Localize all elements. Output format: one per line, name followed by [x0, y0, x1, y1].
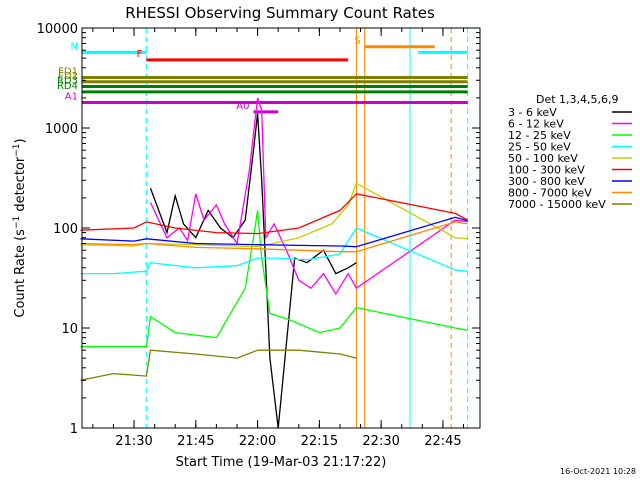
y-axis-label: Count Rate (s−1 detector−1): [12, 138, 28, 317]
y-tick-label: 10: [61, 322, 78, 337]
flag-label-rd3: RD3: [57, 76, 78, 87]
y-axis-label-exp2: −1: [12, 143, 22, 156]
series-line-12-25-kev: [80, 210, 468, 348]
y-axis-label-exp1: −1: [12, 216, 22, 229]
y-tick-label: 1: [70, 422, 78, 437]
flag-label-f: F: [137, 49, 143, 60]
series-line-3-6-kev: [149, 113, 357, 429]
x-tick-label: 22:30: [362, 434, 399, 449]
y-axis-label-mid: detector: [13, 156, 28, 216]
x-tick-label: 22:45: [424, 434, 461, 449]
x-tick-label: 22:15: [301, 434, 338, 449]
legend-title: Det 1,3,4,5,6,9: [536, 93, 619, 106]
chart-title: RHESSI Observing Summary Count Rates: [125, 4, 435, 22]
y-axis-label-main: Count Rate (s: [13, 229, 28, 318]
legend-label-7000-15000-kev: 7000 - 15000 keV: [508, 198, 606, 211]
x-tick-label: 21:45: [177, 434, 214, 449]
series-line-100-300-kev: [80, 193, 468, 235]
y-tick-label: 1000: [45, 122, 78, 137]
flag-label-n: N: [71, 41, 78, 52]
legend-label-100-300-kev: 100 - 300 keV: [508, 164, 585, 177]
flag-label-rd4: RD4: [57, 81, 78, 92]
y-tick-label: 10000: [37, 22, 78, 37]
legend-label-800-7000-kev: 800 - 7000 keV: [508, 187, 592, 200]
date-stamp: 16-Oct-2021 10:28: [560, 467, 636, 476]
legend-label-50-100-kev: 50 - 100 keV: [508, 152, 578, 165]
flag-label-fd1: FD1: [58, 66, 78, 77]
series-line-300-800-kev: [80, 216, 468, 248]
series-line-800-7000-kev: [80, 221, 468, 253]
flag-label-a1: A1: [65, 91, 78, 102]
legend-label-6-12-kev: 6 - 12 keV: [508, 118, 564, 131]
x-tick-label: 22:00: [239, 434, 276, 449]
x-tick-label: 21:30: [115, 434, 152, 449]
legend-label-12-25-kev: 12 - 25 keV: [508, 129, 571, 142]
series-line-7000-15000-kev: [80, 349, 357, 381]
legend-label-3-6-kev: 3 - 6 keV: [508, 106, 557, 119]
legend-label-300-800-kev: 300 - 800 keV: [508, 175, 585, 188]
legend-label-25-50-kev: 25 - 50 keV: [508, 141, 571, 154]
x-axis-label: Start Time (19-Mar-03 21:17:22): [176, 455, 387, 470]
y-axis-label-end: ): [13, 138, 28, 143]
series-line-6-12-kev: [149, 97, 468, 296]
y-tick-label: 100: [53, 222, 78, 237]
series-line-25-50-kev: [80, 227, 468, 275]
flag-label-s: S: [354, 36, 360, 47]
flag-label-a0: A0: [236, 101, 249, 112]
flag-label-fd2: FD2: [58, 71, 78, 82]
